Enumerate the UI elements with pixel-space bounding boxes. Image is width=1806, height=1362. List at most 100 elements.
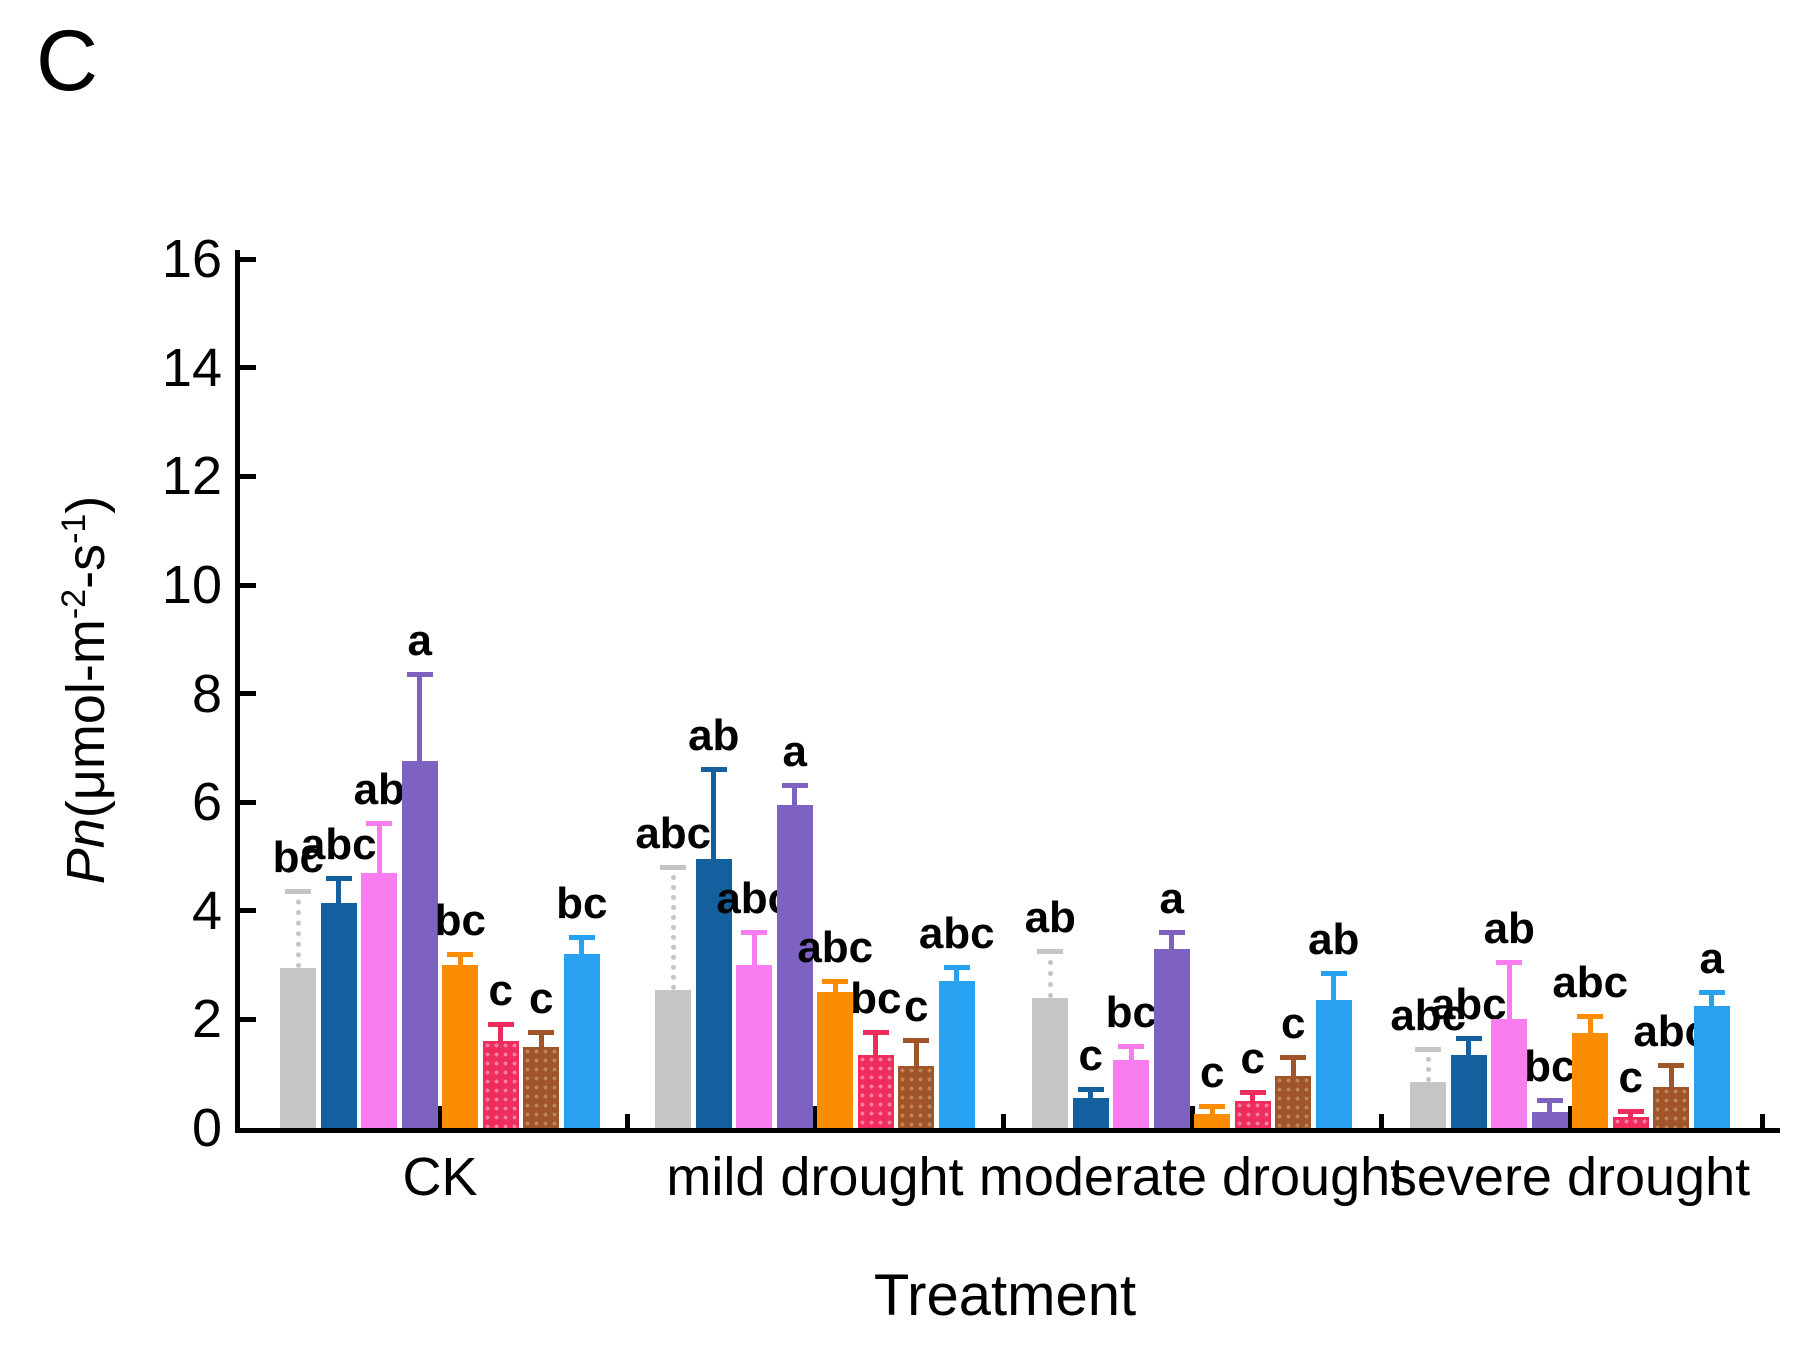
sig-letter-brown-ck: c — [529, 974, 554, 1024]
error-bar-stem-orange-ck — [457, 951, 463, 966]
error-bar-stem-gray-moderate-drought — [1047, 948, 1053, 998]
y-tick-label-0: 0 — [191, 1098, 222, 1158]
bar-light-blue-severe-drought — [1693, 1005, 1730, 1128]
error-bar-cap-brown-ck — [528, 1030, 555, 1036]
x-boundary-tick-1 — [625, 1114, 630, 1128]
sig-letter-magenta-ck: ab — [353, 765, 405, 815]
bar-gray-ck — [280, 967, 317, 1128]
x-axis-title: Treatment — [873, 1263, 1137, 1328]
error-bar-cap-gray-moderate-drought — [1037, 948, 1064, 954]
error-bar-cap-brown-severe-drought — [1658, 1062, 1685, 1068]
error-bar-cap-dark-blue-mild-drought — [700, 766, 727, 772]
error-bar-cap-orange-mild-drought — [822, 978, 849, 984]
y-tick-label-2: 2 — [191, 989, 222, 1050]
error-bar-cap-orange-ck — [447, 951, 474, 957]
error-bar-stem-orange-severe-drought — [1587, 1013, 1593, 1033]
y-tick-16 — [240, 256, 256, 262]
x-label-severe-drought: severe drought — [1389, 1147, 1751, 1207]
error-bar-stem-crimson-ck — [498, 1022, 504, 1042]
error-bar-stem-purple-ck — [417, 671, 423, 762]
error-bar-stem-dark-blue-mild-drought — [711, 766, 717, 860]
error-bar-cap-magenta-mild-drought — [741, 929, 768, 935]
error-bar-cap-gray-mild-drought — [660, 864, 687, 870]
bar-purple-ck — [401, 761, 438, 1128]
sig-letter-gray-severe-drought: abc — [1390, 990, 1467, 1040]
error-bar-cap-dark-blue-severe-drought — [1455, 1035, 1482, 1041]
sig-letter-brown-moderate-drought: c — [1281, 998, 1306, 1048]
bar-light-blue-moderate-drought — [1315, 1000, 1352, 1128]
error-bar-cap-purple-severe-drought — [1536, 1098, 1563, 1104]
error-bar-cap-crimson-mild-drought — [862, 1030, 889, 1036]
error-bar-stem-brown-ck — [538, 1030, 544, 1047]
y-tick-label-6: 6 — [191, 772, 222, 833]
bar-crimson-moderate-drought — [1234, 1100, 1271, 1128]
bar-brown-mild-drought — [898, 1065, 935, 1128]
bar-magenta-severe-drought — [1491, 1019, 1528, 1128]
x-label-mild-drought: mild drought — [666, 1147, 964, 1207]
error-bar-stem-light-blue-moderate-drought — [1331, 970, 1337, 1001]
bar-magenta-moderate-drought — [1113, 1060, 1150, 1128]
y-axis-unit-open: (μmol-m — [56, 619, 116, 819]
sig-letter-crimson-moderate-drought: c — [1240, 1034, 1265, 1083]
error-bar-stem-orange-moderate-drought — [1209, 1103, 1215, 1115]
sig-letter-brown-mild-drought: c — [904, 982, 929, 1032]
sig-letter-crimson-severe-drought: c — [1618, 1053, 1643, 1102]
x-label-moderate-drought: moderate drought — [978, 1147, 1406, 1207]
error-bar-stem-crimson-mild-drought — [873, 1030, 879, 1055]
error-bar-stem-magenta-moderate-drought — [1128, 1043, 1134, 1061]
error-bar-cap-crimson-ck — [487, 1022, 514, 1028]
y-tick-label-10: 10 — [161, 555, 222, 615]
sig-letter-crimson-ck: c — [488, 966, 513, 1016]
error-bar-stem-brown-severe-drought — [1668, 1062, 1674, 1088]
panel-letter: C — [36, 13, 99, 109]
bar-purple-moderate-drought — [1153, 948, 1190, 1128]
y-axis-superscript-1: -2 — [55, 588, 93, 620]
error-bar-cap-dark-blue-moderate-drought — [1077, 1087, 1104, 1093]
y-tick-label-4: 4 — [191, 880, 222, 941]
error-bar-stem-purple-severe-drought — [1547, 1098, 1553, 1112]
error-bar-stem-brown-moderate-drought — [1290, 1054, 1296, 1077]
plot-area: 0 2 4 6 8 10 12 14 16 CK mild drought moderate drou… — [162, 231, 1780, 1206]
error-bar-cap-light-blue-moderate-drought — [1320, 970, 1347, 976]
sig-letter-orange-mild-drought: abc — [797, 922, 874, 972]
sig-letter-dark-blue-ck: abc — [300, 819, 377, 869]
sig-letter-magenta-severe-drought: ab — [1483, 903, 1535, 953]
y-axis-unit-mid: -s — [56, 543, 116, 589]
error-bar-cap-magenta-severe-drought — [1496, 959, 1523, 965]
sig-letter-light-blue-severe-drought: a — [1699, 933, 1724, 983]
error-bar-stem-gray-ck — [295, 889, 301, 968]
sig-letter-orange-ck: bc — [434, 895, 486, 945]
bar-orange-mild-drought — [817, 992, 854, 1128]
error-bar-cap-purple-moderate-drought — [1158, 929, 1185, 935]
bar-dark-blue-ck — [320, 902, 357, 1128]
sig-letter-orange-moderate-drought: c — [1200, 1047, 1225, 1097]
error-bar-stem-light-blue-severe-drought — [1709, 989, 1715, 1006]
error-bar-stem-brown-mild-drought — [913, 1038, 919, 1066]
error-bar-cap-crimson-severe-drought — [1617, 1109, 1644, 1114]
sig-letter-purple-mild-drought: a — [782, 727, 807, 777]
error-bar-stem-crimson-moderate-drought — [1250, 1090, 1256, 1101]
y-tick-14 — [240, 365, 256, 371]
error-bar-stem-purple-mild-drought — [792, 783, 798, 805]
y-tick-label-8: 8 — [191, 663, 222, 724]
x-group-tick-ck — [437, 1106, 443, 1128]
bar-gray-mild-drought — [655, 989, 692, 1128]
sig-letter-purple-ck: a — [407, 615, 432, 665]
bar-brown-moderate-drought — [1275, 1076, 1312, 1128]
sig-letter-gray-moderate-drought: ab — [1024, 892, 1076, 942]
y-axis-variable: Pn — [56, 818, 116, 885]
bar-magenta-ck — [361, 872, 398, 1128]
bar-magenta-mild-drought — [736, 965, 773, 1128]
sig-letter-gray-mild-drought: abc — [635, 808, 712, 858]
error-bar-cap-crimson-moderate-drought — [1239, 1090, 1266, 1095]
bar-brown-severe-drought — [1653, 1087, 1690, 1128]
y-tick-8 — [240, 691, 256, 697]
sig-letter-magenta-moderate-drought: bc — [1105, 987, 1157, 1037]
error-bar-cap-light-blue-ck — [568, 935, 595, 941]
error-bar-cap-brown-moderate-drought — [1280, 1054, 1307, 1060]
error-bar-cap-magenta-moderate-drought — [1118, 1043, 1145, 1049]
sig-letter-gray-ck: bc — [272, 833, 324, 883]
error-bar-stem-dark-blue-severe-drought — [1466, 1035, 1472, 1055]
bar-crimson-ck — [482, 1041, 519, 1128]
error-bar-cap-orange-severe-drought — [1577, 1013, 1604, 1019]
